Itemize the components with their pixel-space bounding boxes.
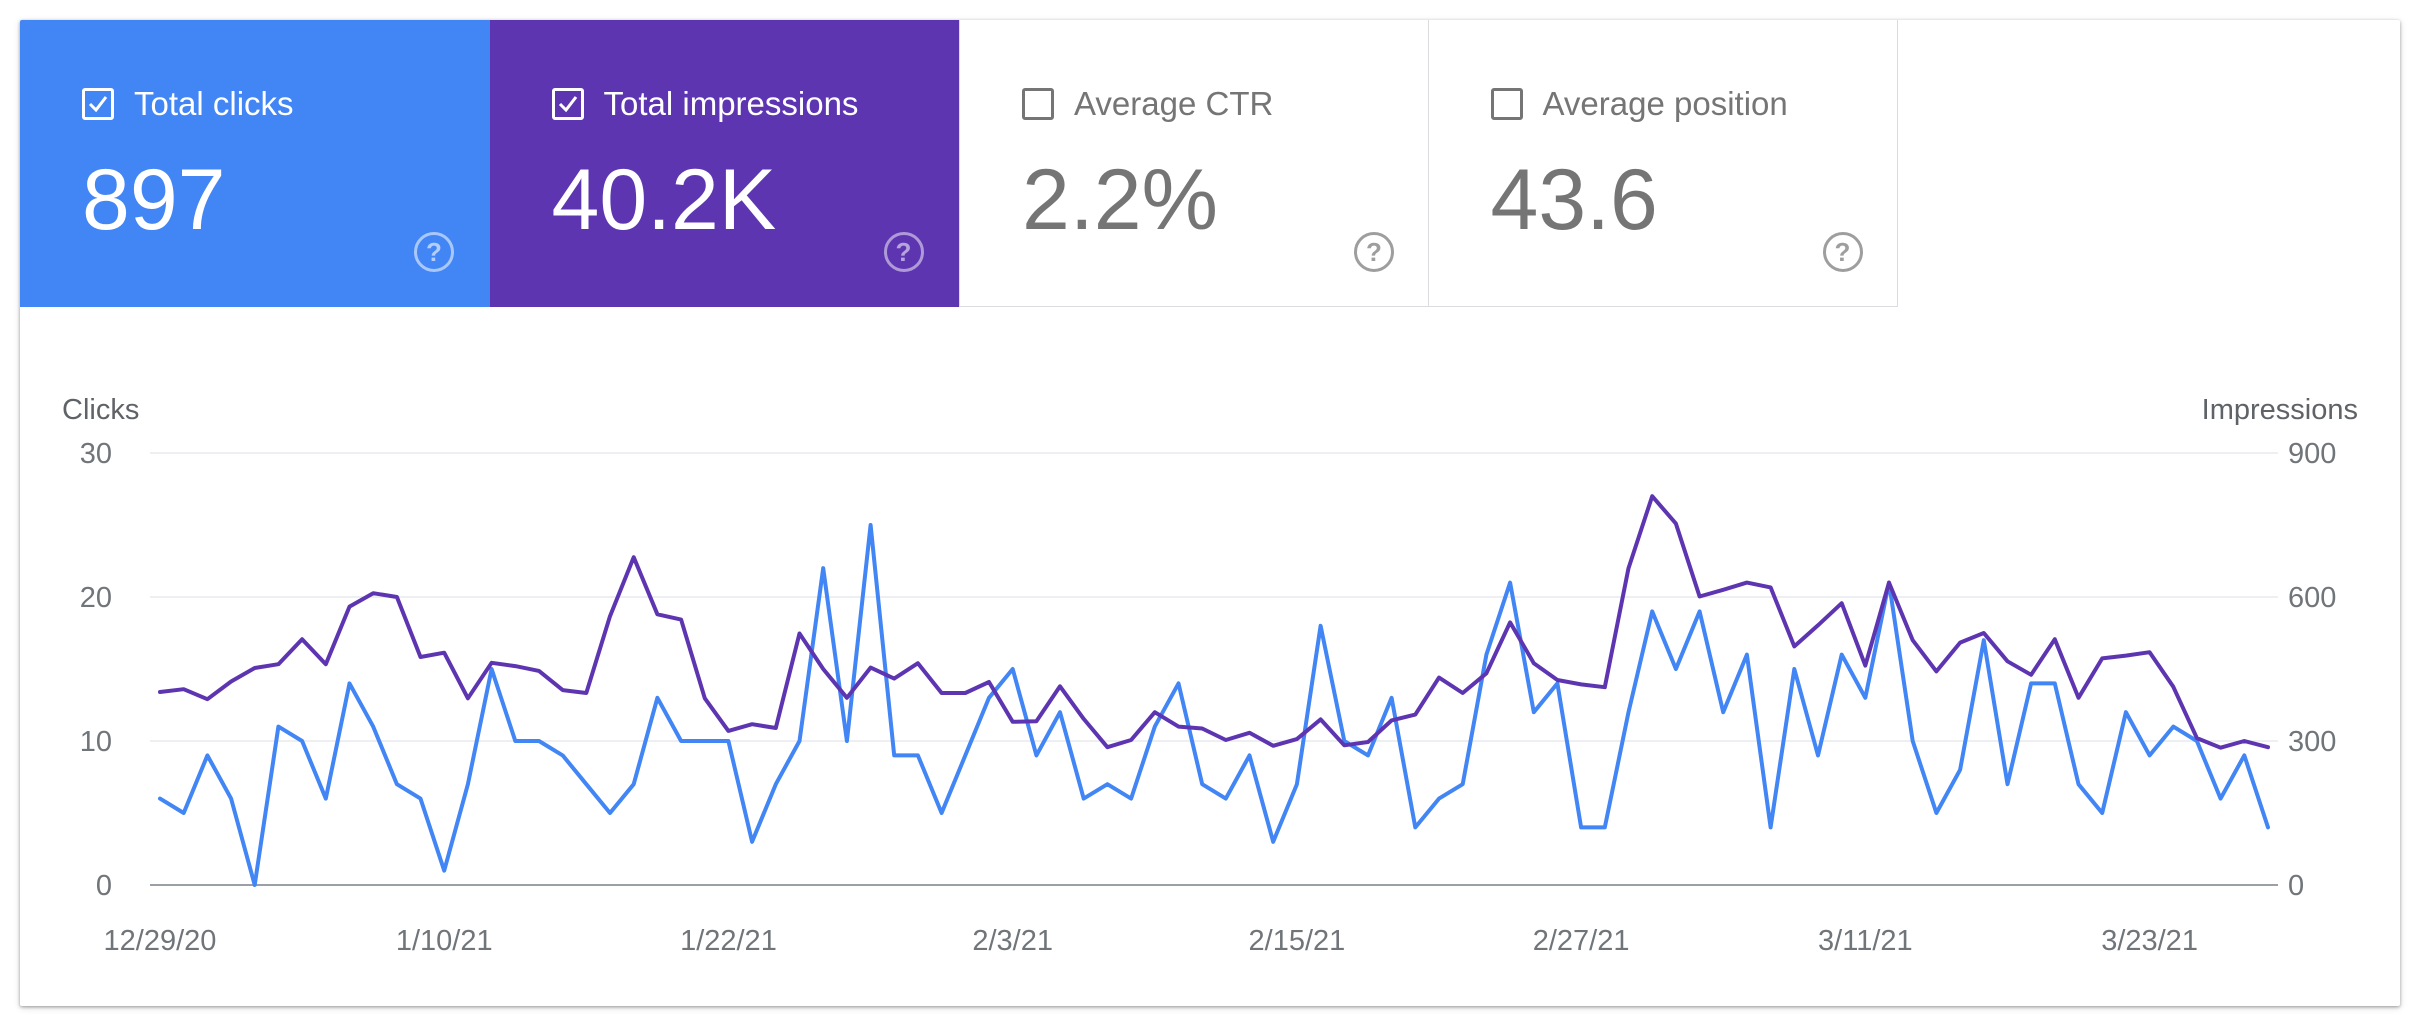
metric-label: Average position — [1542, 85, 1788, 122]
checkbox-average-position[interactable] — [1490, 88, 1523, 120]
gridlines — [150, 452, 2278, 886]
help-icon[interactable]: ? — [1354, 232, 1394, 272]
help-icon[interactable]: ? — [414, 232, 454, 272]
help-icon[interactable]: ? — [883, 232, 924, 272]
y-left-axis-title: Clicks — [62, 394, 139, 426]
y-left-tick-label: 10 — [80, 726, 112, 758]
y-right-axis-title: Impressions — [2202, 394, 2358, 426]
metric-tabs: Total clicks 897 ? Total impressions 40.… — [20, 20, 1898, 307]
performance-card: Total clicks 897 ? Total impressions 40.… — [20, 20, 2400, 1006]
help-icon[interactable]: ? — [1822, 232, 1863, 272]
y-left-tick-label: 30 — [80, 438, 112, 470]
x-ticks: 12/29/20 1/10/21 1/22/21 2/3/21 2/15/21 2/27/… — [104, 925, 2198, 957]
y-left-ticks: 0 10 20 30 — [80, 438, 112, 902]
x-tick-label: 1/10/21 — [396, 925, 493, 957]
check-icon — [88, 96, 108, 113]
series-line-total-clicks — [158, 523, 2270, 887]
y-right-tick-label: 300 — [2288, 726, 2336, 758]
x-tick-label: 2/15/21 — [1249, 925, 1346, 957]
y-right-tick-label: 900 — [2288, 438, 2336, 470]
x-tick-label: 1/22/21 — [680, 925, 777, 957]
metric-average-ctr[interactable]: Average CTR 2.2% ? — [959, 20, 1429, 307]
checkbox-average-ctr[interactable] — [1022, 88, 1054, 120]
y-right-tick-label: 600 — [2288, 582, 2336, 614]
performance-chart[interactable]: Clicks Impressions 0 10 20 30 0 300 600 900 12… — [20, 307, 2400, 1006]
metric-value: 897 — [82, 152, 226, 248]
checkbox-total-impressions[interactable] — [551, 88, 584, 120]
metric-total-clicks[interactable]: Total clicks 897 ? — [20, 20, 490, 307]
metric-total-impressions[interactable]: Total impressions 40.2K ? — [489, 20, 959, 307]
metric-value: 43.6 — [1490, 152, 1658, 248]
metric-label: Total clicks — [134, 85, 294, 122]
x-tick-label: 2/3/21 — [972, 925, 1053, 957]
x-tick-label: 2/27/21 — [1533, 925, 1630, 957]
x-tick-label: 3/23/21 — [2101, 925, 2198, 957]
series-line-total-impressions — [158, 494, 2270, 750]
metric-value: 40.2K — [551, 152, 777, 248]
check-icon — [558, 96, 577, 113]
metric-average-position[interactable]: Average position 43.6 ? — [1428, 20, 1898, 307]
x-tick-label: 12/29/20 — [104, 925, 217, 957]
x-tick-label: 3/11/21 — [1818, 925, 1913, 957]
series-lines — [158, 494, 2270, 887]
y-right-ticks: 0 300 600 900 — [2288, 438, 2336, 902]
metric-label: Total impressions — [603, 85, 859, 122]
y-left-tick-label: 0 — [96, 870, 112, 902]
checkbox-total-clicks[interactable] — [82, 88, 114, 120]
metric-value: 2.2% — [1022, 152, 1219, 248]
y-right-tick-label: 0 — [2288, 870, 2304, 902]
y-left-tick-label: 20 — [80, 582, 112, 614]
metric-label: Average CTR — [1074, 85, 1274, 122]
